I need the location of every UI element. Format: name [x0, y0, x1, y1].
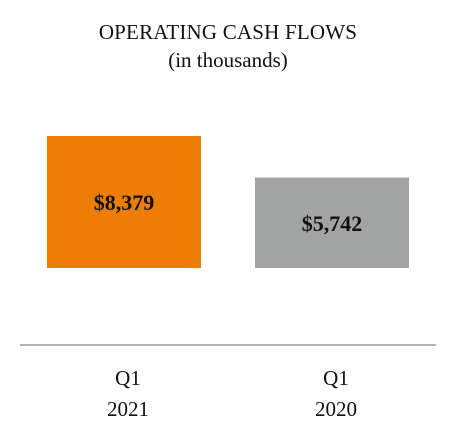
- chart-title: OPERATING CASH FLOWS: [98, 20, 358, 44]
- chart-title-block: OPERATING CASH FLOWS (in thousands): [0, 18, 456, 74]
- bar-0: [47, 136, 201, 268]
- category-label-1-line-1: 2020: [315, 397, 357, 421]
- bar-value-label-1: $5,742: [302, 211, 363, 236]
- category-label-0-line-0: Q1: [115, 366, 141, 390]
- category-label-1-line-0: Q1: [323, 366, 349, 390]
- category-label-0-line-1: 2021: [107, 397, 149, 421]
- category-labels-group: Q1 2021 Q1 2020: [107, 366, 357, 421]
- bar-value-label-0: $8,379: [94, 190, 155, 215]
- bars-group: $8,379 $5,742: [47, 136, 409, 268]
- chart-subtitle: (in thousands): [168, 48, 288, 72]
- bar-1: [255, 177, 409, 268]
